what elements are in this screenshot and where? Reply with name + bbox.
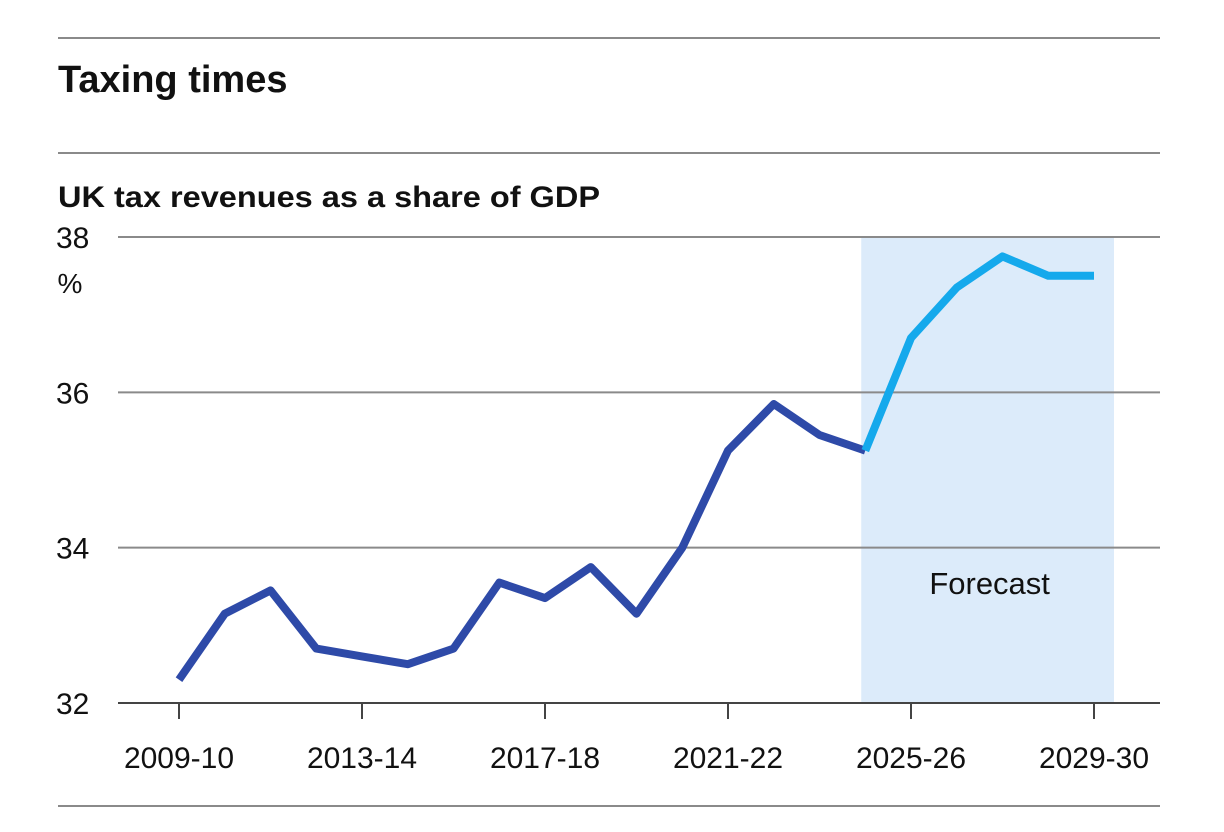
series-lines: [175, 252, 1094, 682]
y-tick-label: 32: [56, 688, 89, 721]
forecast-shading: [861, 237, 1114, 703]
x-tick-label: 2029-30: [1039, 742, 1149, 775]
x-axis: 2009-10 2013-14 2017-18 2021-22 2025-26 2029-…: [124, 703, 1149, 775]
forecast-region: Forecast: [861, 237, 1114, 703]
chart-subtitle: UK tax revenues as a share of GDP: [58, 181, 600, 214]
series-line-actual: [175, 400, 867, 682]
gridlines: [118, 236, 1160, 704]
forecast-label: Forecast: [929, 566, 1050, 601]
x-tick-label: 2025-26: [856, 742, 966, 775]
y-tick-label: 34: [56, 533, 89, 566]
x-tick-label: 2013-14: [307, 742, 417, 775]
y-tick-label: 38: [56, 222, 89, 255]
y-tick-label: 36: [56, 377, 89, 410]
chart-title: Taxing times: [58, 59, 287, 101]
x-tick-label: 2009-10: [124, 742, 234, 775]
series-line-forecast: [861, 252, 1094, 453]
x-tick-label: 2017-18: [490, 742, 600, 775]
x-tick-label: 2021-22: [673, 742, 783, 775]
y-axis-ticks: 32 34 36 38: [56, 222, 89, 721]
y-unit-label: %: [58, 268, 83, 299]
